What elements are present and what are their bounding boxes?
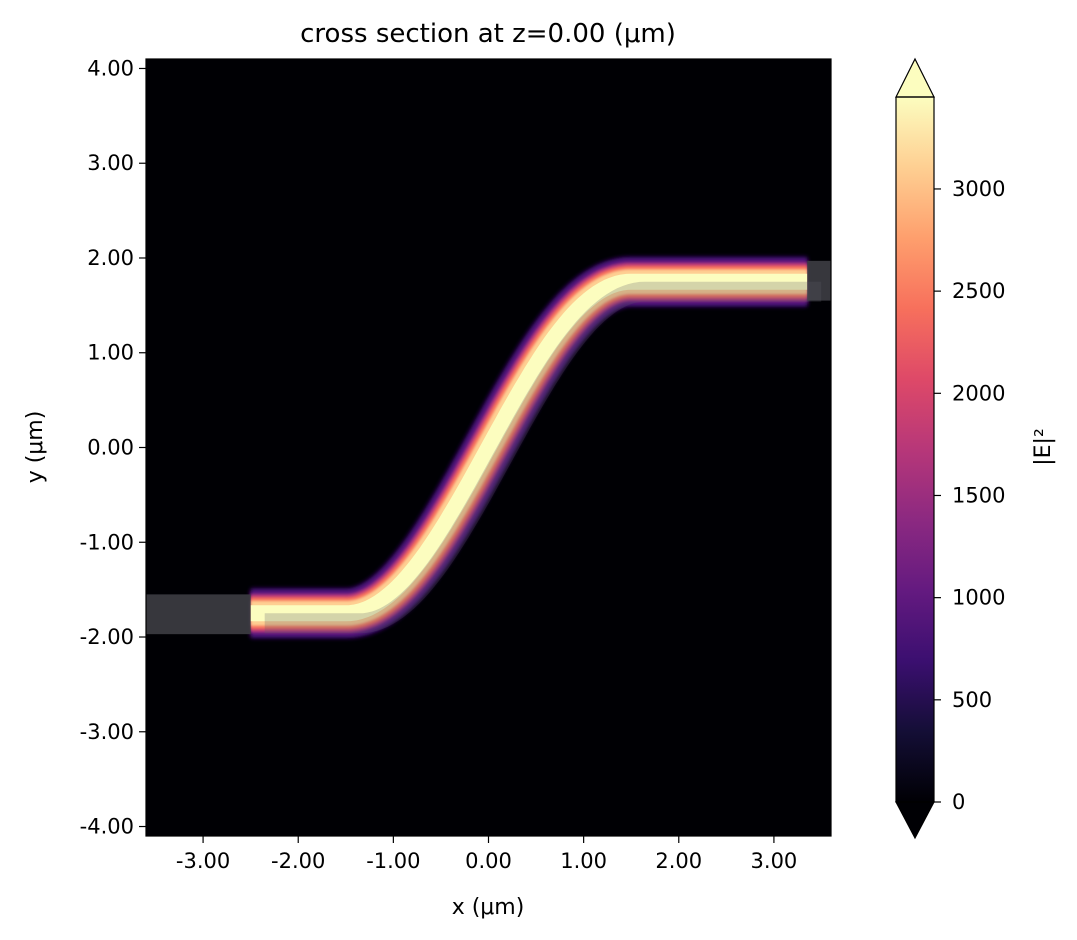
field-layer — [250, 256, 808, 639]
y-tick-label: -3.00 — [80, 720, 134, 744]
colorbar-ticks: 0 500 1000 1500 2000 2500 3000 — [934, 177, 1005, 814]
x-tick-label: -2.00 — [271, 849, 325, 873]
y-tick-label: 4.00 — [87, 56, 134, 80]
x-tick-label: 1.00 — [560, 849, 607, 873]
colorbar-extend-top — [895, 57, 935, 98]
colorbar-tick-label: 500 — [952, 688, 992, 712]
y-axis-ticks: -4.00 -3.00 -2.00 -1.00 0.00 1.00 2.00 3.00 4.00 — [80, 56, 146, 839]
x-tick-label: 2.00 — [655, 849, 702, 873]
colorbar-label: |E|² — [1031, 428, 1056, 466]
y-tick-label: -2.00 — [80, 625, 134, 649]
x-tick-label: -3.00 — [176, 849, 230, 873]
colorbar-tick-label: 0 — [952, 790, 965, 814]
plot-area — [145, 58, 832, 837]
colorbar-tick-label: 2000 — [952, 381, 1005, 405]
colorbar-tick-label: 3000 — [952, 177, 1005, 201]
output-waveguide-stub — [807, 260, 831, 301]
x-axis-ticks: -3.00 -2.00 -1.00 0.00 1.00 2.00 3.00 — [176, 836, 797, 873]
colorbar-gradient — [896, 97, 934, 802]
colorbar: 0 500 1000 1500 2000 2500 3000 |E|² — [895, 57, 1056, 840]
colorbar-tick-label: 2500 — [952, 279, 1005, 303]
y-tick-label: 2.00 — [87, 246, 134, 270]
waveguide-shadow — [264, 281, 822, 634]
x-tick-label: 3.00 — [751, 849, 798, 873]
input-waveguide-stub — [146, 594, 251, 635]
chart-title: cross section at z=0.00 (μm) — [300, 19, 676, 49]
colorbar-extend-bottom — [895, 801, 935, 840]
colorbar-tick-label: 1500 — [952, 483, 1005, 507]
y-tick-label: -1.00 — [80, 530, 134, 554]
y-tick-label: 0.00 — [87, 436, 134, 460]
x-axis-label: x (μm) — [452, 895, 525, 920]
y-tick-label: 3.00 — [87, 151, 134, 175]
x-tick-label: 0.00 — [465, 849, 512, 873]
y-axis-label: y (μm) — [23, 411, 48, 484]
x-tick-label: -1.00 — [366, 849, 420, 873]
field-intensity-band — [250, 273, 808, 622]
y-tick-label: 1.00 — [87, 341, 134, 365]
structure-layer — [146, 260, 831, 635]
colorbar-tick-label: 1000 — [952, 586, 1005, 610]
y-tick-label: -4.00 — [80, 815, 134, 839]
